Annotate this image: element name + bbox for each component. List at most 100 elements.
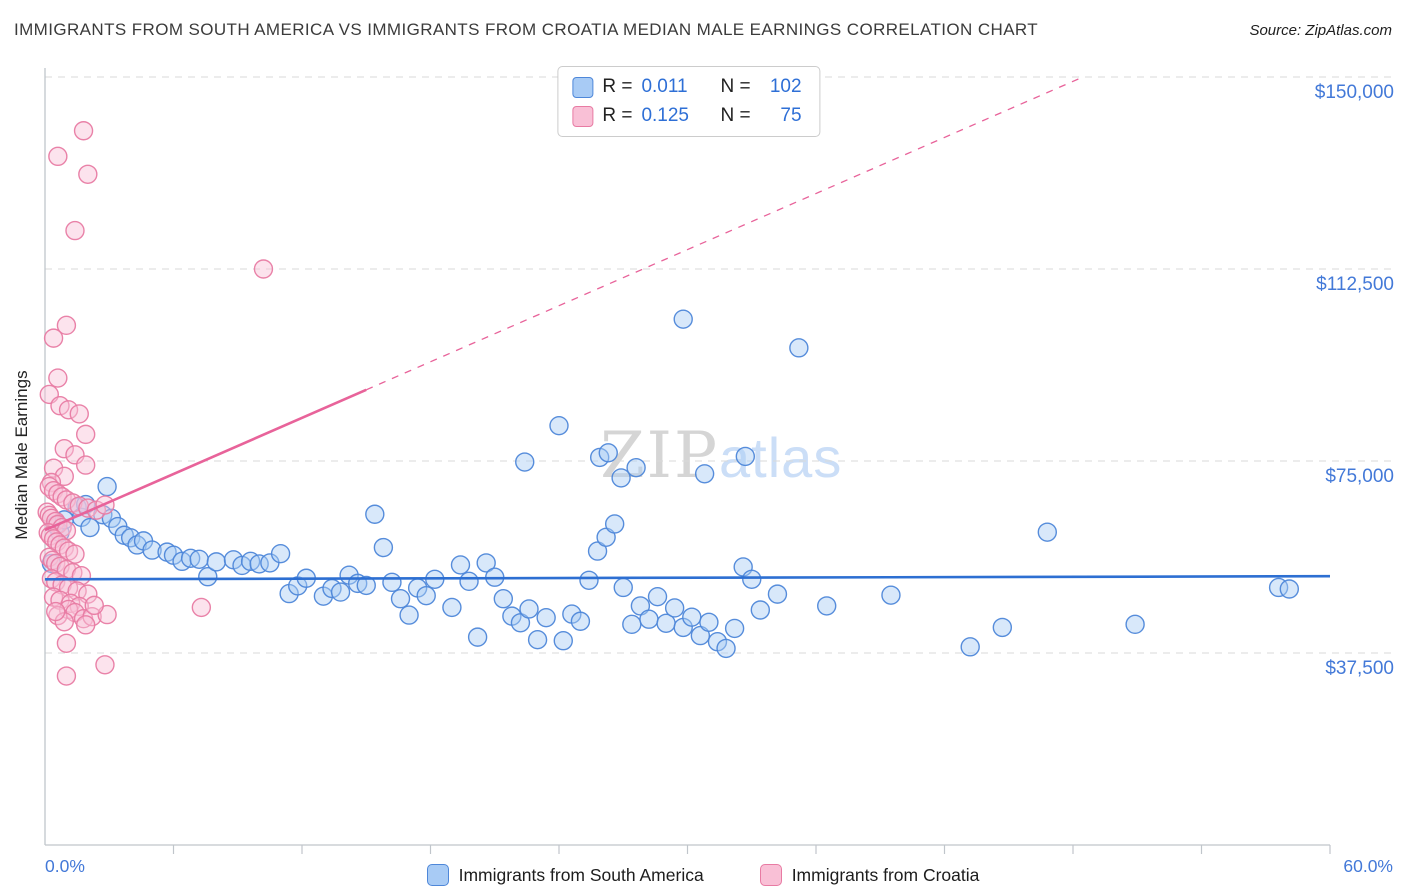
data-point-south-america	[416, 585, 436, 606]
data-point-croatia	[69, 404, 89, 424]
data-point-south-america	[639, 609, 659, 629]
data-point-south-america	[604, 514, 625, 534]
legend-item-croatia: Immigrants from Croatia	[759, 864, 980, 886]
croatia-trend-dashed	[365, 77, 1080, 391]
data-point-south-america	[626, 457, 646, 478]
croatia-trend-solid	[44, 388, 367, 532]
data-point-south-america	[682, 607, 702, 627]
r-value-croatia: 0.125	[641, 105, 689, 126]
axes	[44, 68, 1331, 854]
y-tick-labels: $150,000 $112,500 $75,000 $37,500	[1315, 82, 1394, 679]
data-point-south-america	[270, 543, 291, 564]
data-point-croatia	[73, 121, 94, 141]
data-point-croatia	[95, 655, 115, 675]
croatia-swatch	[572, 105, 594, 127]
data-point-south-america	[373, 537, 394, 558]
trend-lines	[44, 77, 1331, 581]
data-point-south-america	[80, 517, 100, 538]
data-point-croatia	[56, 666, 77, 686]
n-label: N =	[720, 76, 751, 97]
data-point-south-america	[549, 415, 569, 436]
data-point-south-america	[399, 605, 419, 625]
data-point-south-america	[536, 607, 556, 628]
data-point-south-america	[750, 600, 771, 620]
n-label: N =	[720, 105, 751, 126]
data-point-croatia	[75, 424, 96, 445]
legend-row-croatia: R = 0.125 N = 75	[572, 105, 802, 127]
data-point-south-america	[365, 504, 385, 524]
data-point-croatia	[67, 581, 87, 601]
data-point-south-america	[553, 631, 573, 651]
n-value-croatia: 75	[780, 105, 802, 126]
x-min-label: 0.0%	[45, 856, 85, 876]
data-point-south-america	[716, 638, 736, 659]
croatia-legend-swatch	[759, 864, 782, 886]
data-point-south-america	[664, 598, 685, 618]
data-point-croatia	[75, 455, 96, 475]
data-point-south-america	[694, 464, 715, 484]
data-point-croatia	[56, 315, 77, 336]
series-south-america	[41, 309, 1300, 659]
data-point-south-america	[450, 555, 471, 575]
data-point-south-america	[622, 614, 642, 635]
data-point-south-america	[992, 617, 1013, 638]
legend-row-south-america: R = 0.011 N = 102	[572, 76, 802, 98]
data-point-croatia	[253, 259, 274, 279]
data-point-south-america	[493, 589, 514, 609]
data-point-south-america	[198, 567, 218, 587]
south-america-legend-swatch	[426, 864, 449, 886]
south-america-trend-solid	[44, 574, 1331, 581]
data-point-south-america	[356, 575, 376, 596]
chart-title: IMMIGRANTS FROM SOUTH AMERICA VS IMMIGRA…	[14, 20, 1039, 39]
data-point-south-america	[442, 597, 462, 618]
data-point-south-america	[510, 613, 531, 633]
data-point-south-america	[1125, 614, 1145, 635]
data-point-south-america	[1037, 522, 1058, 542]
data-point-croatia	[48, 368, 68, 388]
data-point-croatia	[48, 146, 68, 167]
data-point-croatia	[46, 601, 66, 622]
data-point-south-america	[613, 577, 633, 598]
data-point-croatia	[56, 633, 77, 653]
y-tick-label: $150,000	[1315, 82, 1394, 103]
data-point-south-america	[647, 586, 668, 607]
data-point-south-america	[527, 629, 548, 650]
series-croatia	[37, 121, 274, 686]
data-point-south-america	[960, 637, 980, 657]
data-point-south-america	[611, 468, 631, 488]
data-point-south-america	[579, 570, 599, 590]
data-point-south-america	[789, 338, 809, 358]
data-point-south-america	[476, 553, 496, 573]
south-america-legend-label: Immigrants from South America	[458, 864, 704, 885]
data-point-south-america	[467, 627, 488, 647]
data-point-south-america	[817, 596, 837, 616]
data-point-south-america	[519, 599, 539, 619]
x-max-label: 60.0%	[1343, 856, 1393, 876]
data-point-south-america	[330, 582, 351, 602]
data-point-south-america	[1279, 579, 1300, 599]
data-point-south-america	[390, 589, 411, 609]
data-point-south-america	[724, 618, 745, 639]
data-point-south-america	[189, 549, 209, 570]
data-point-croatia	[75, 615, 96, 635]
data-point-south-america	[97, 476, 117, 497]
y-tick-label: $75,000	[1325, 466, 1394, 487]
data-point-south-america	[142, 540, 162, 560]
legend-item-south-america: Immigrants from South America	[426, 864, 704, 886]
data-point-south-america	[515, 452, 535, 472]
r-label: R =	[602, 76, 633, 97]
data-point-south-america	[382, 572, 402, 593]
data-point-south-america	[206, 552, 227, 572]
source-attribution: Source: ZipAtlas.com	[1249, 22, 1392, 39]
data-point-south-america	[587, 541, 608, 561]
data-point-south-america	[742, 569, 762, 589]
r-label: R =	[602, 105, 633, 126]
data-point-south-america	[699, 612, 719, 632]
data-point-croatia	[78, 164, 98, 184]
croatia-legend-label: Immigrants from Croatia	[791, 864, 980, 885]
x-tick-labels: 0.0% 60.0%	[45, 856, 1393, 876]
data-point-croatia	[58, 400, 79, 420]
data-point-croatia	[65, 220, 85, 241]
